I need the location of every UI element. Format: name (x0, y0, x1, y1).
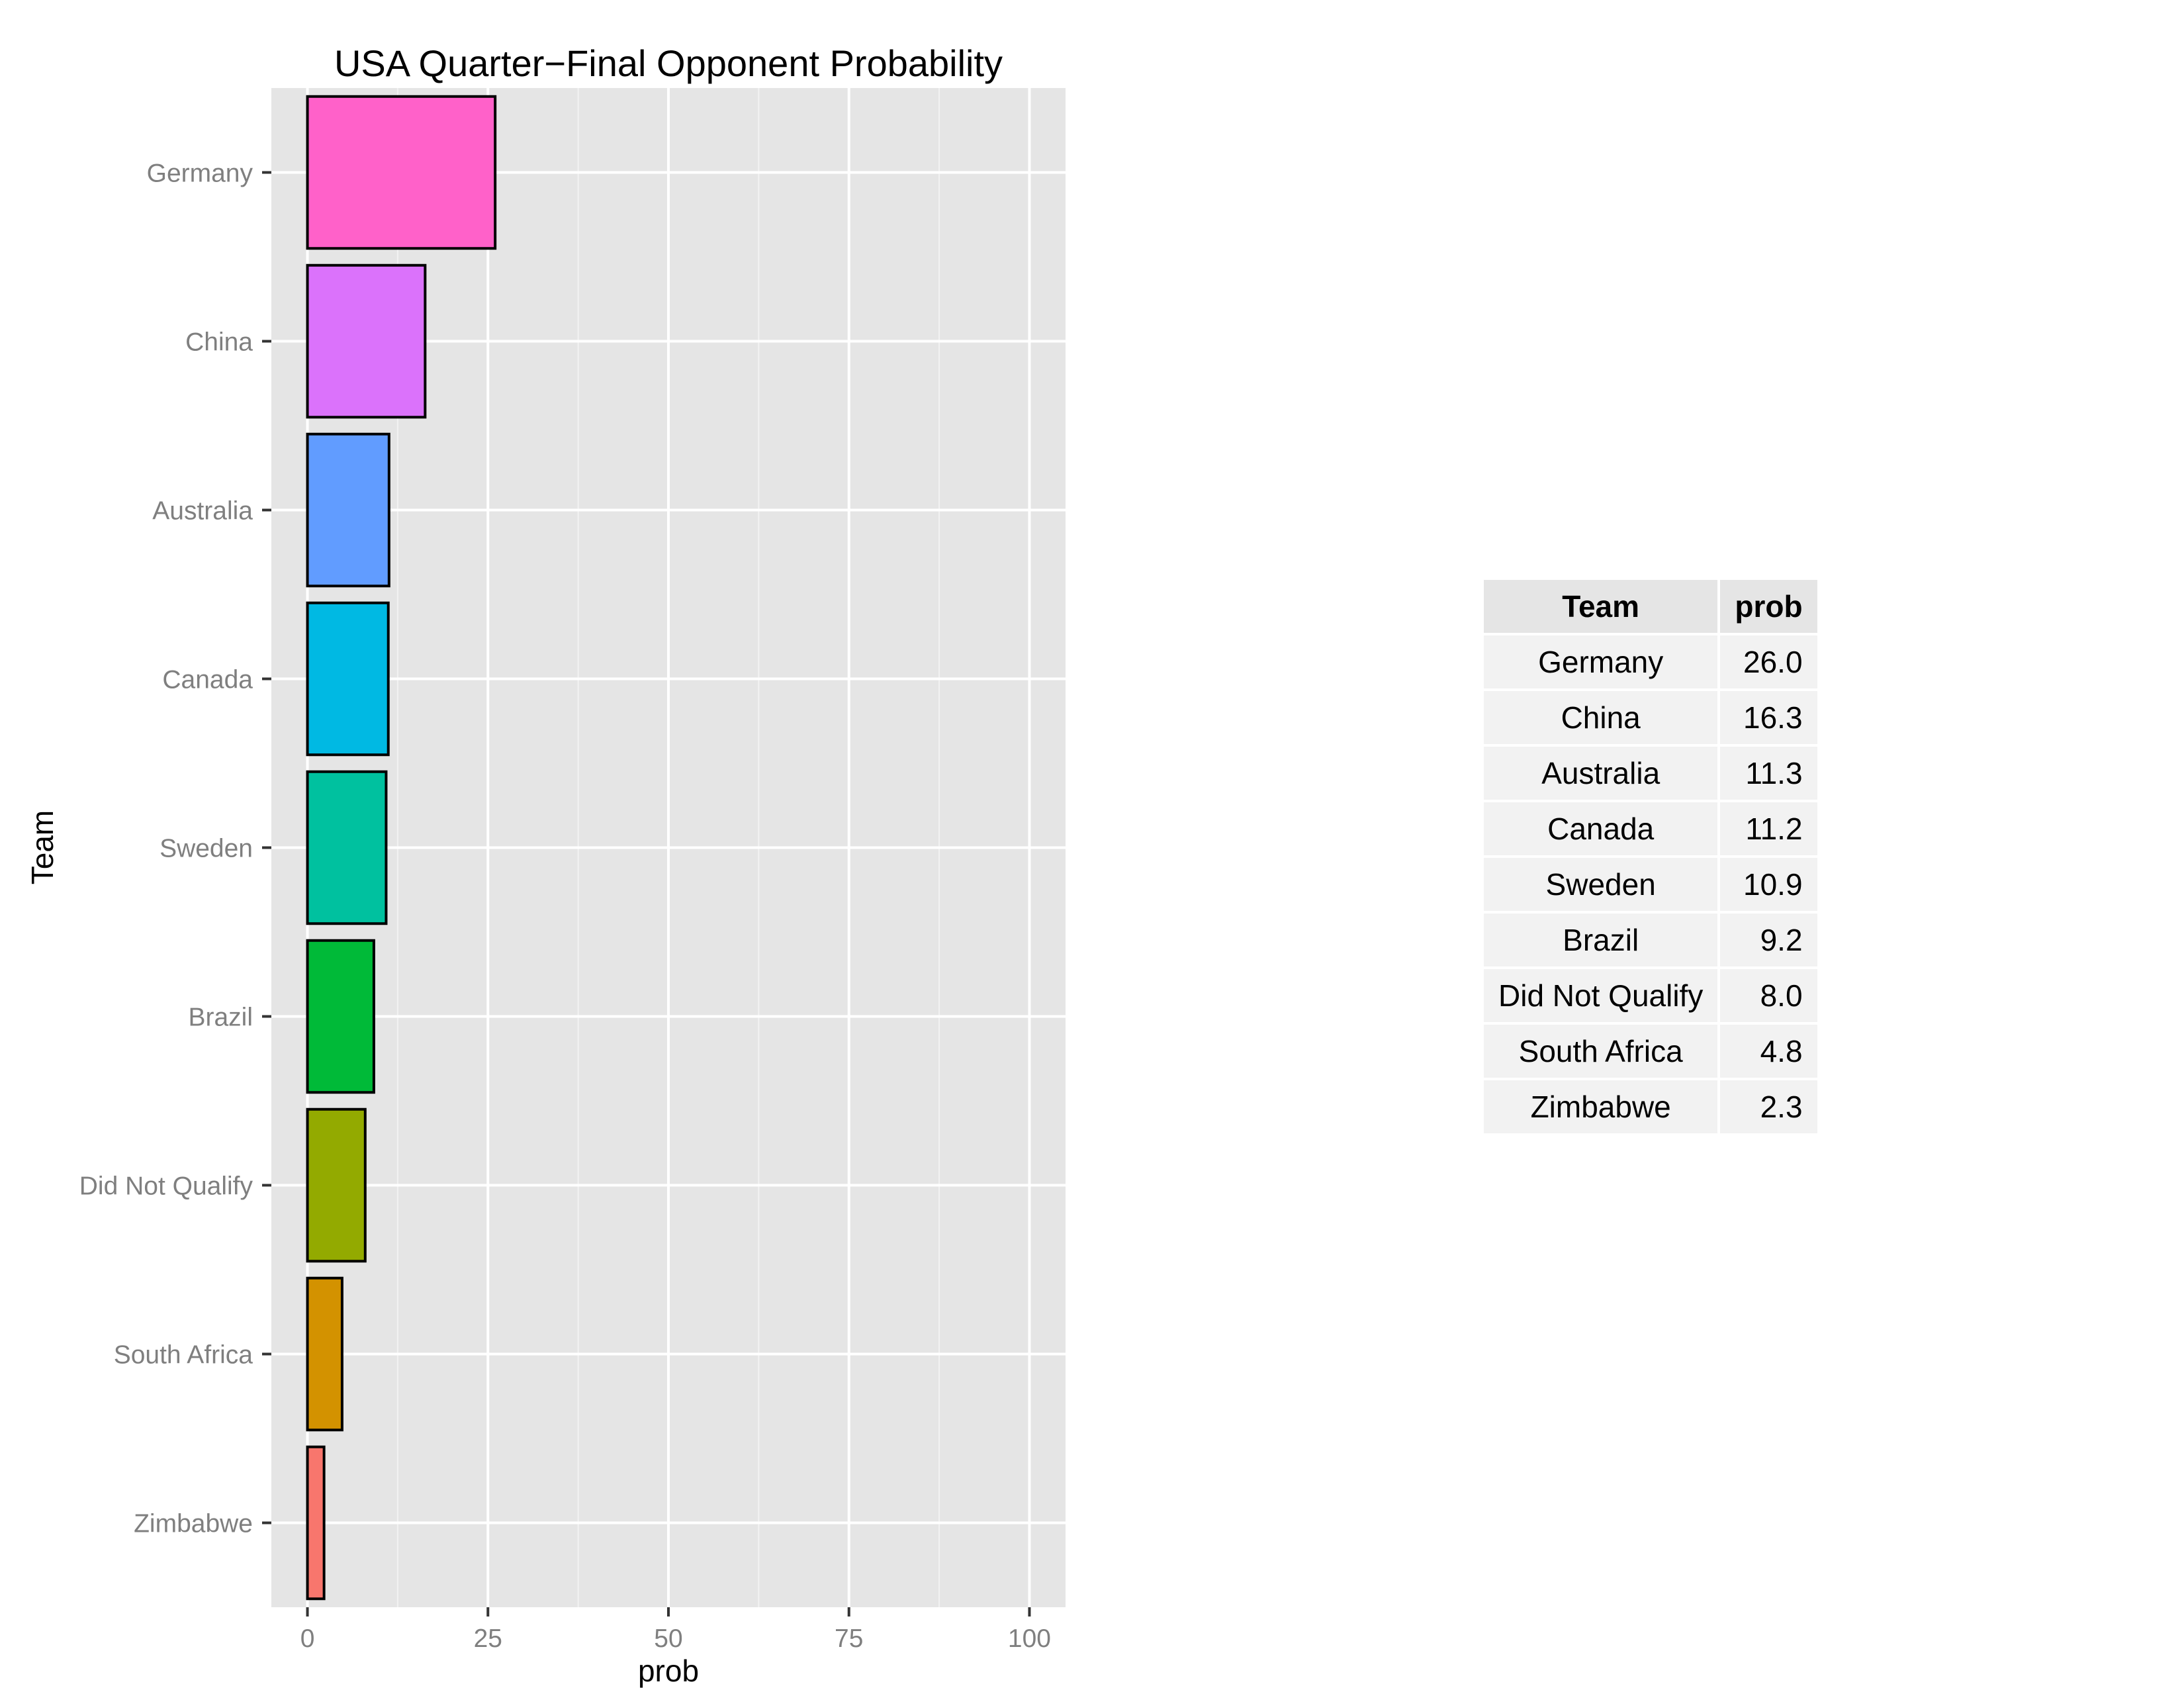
table-row: Did Not Qualify 8.0 (1484, 969, 1817, 1022)
probability-table-container: Team prob Germany 26.0 China 16.3 Australia 1… (1481, 577, 1820, 1136)
y-tick-label: Canada (162, 666, 253, 694)
bar-brazil (306, 939, 375, 1094)
chart-title: USA Quarter−Final Opponent Probability (334, 42, 1003, 84)
y-tick-label: China (185, 328, 253, 357)
x-axis-label: prob (638, 1654, 699, 1688)
table-row: Sweden 10.9 (1484, 858, 1817, 911)
y-tick-label: Sweden (159, 835, 253, 863)
table-row: Germany 26.0 (1484, 635, 1817, 688)
bar-sweden (306, 770, 388, 925)
probability-table: Team prob Germany 26.0 China 16.3 Australia 1… (1481, 577, 1820, 1136)
table-row: Brazil 9.2 (1484, 914, 1817, 966)
table-cell-prob: 4.8 (1720, 1025, 1817, 1078)
table-cell-prob: 10.9 (1720, 858, 1817, 911)
table-row: South Africa 4.8 (1484, 1025, 1817, 1078)
bar-canada (306, 601, 390, 757)
y-tick-label: South Africa (114, 1341, 253, 1370)
x-tick-label: 50 (654, 1624, 682, 1653)
bar-zimbabwe (306, 1445, 326, 1601)
x-tick-label: 100 (1008, 1624, 1051, 1653)
table-row: Australia 11.3 (1484, 747, 1817, 800)
table-cell-team: Australia (1484, 747, 1718, 800)
table-row: Canada 11.2 (1484, 802, 1817, 855)
table-cell-team: China (1484, 691, 1718, 744)
team-column-header: Team (1484, 580, 1718, 633)
table-cell-team: South Africa (1484, 1025, 1718, 1078)
table-cell-prob: 9.2 (1720, 914, 1817, 966)
bar-germany (306, 95, 497, 250)
y-tick-label: Zimbabwe (134, 1510, 253, 1538)
table-cell-team: Brazil (1484, 914, 1718, 966)
table-cell-team: Germany (1484, 635, 1718, 688)
y-tick-label: Brazil (188, 1004, 253, 1032)
table-header-row: Team prob (1484, 580, 1817, 633)
x-axis: 0 25 50 75 100 (300, 1607, 1051, 1653)
y-tick-label: Germany (147, 160, 253, 188)
grid-major (271, 88, 1066, 1607)
table-row: Zimbabwe 2.3 (1484, 1080, 1817, 1133)
y-axis-label: Team (25, 810, 60, 884)
table-cell-prob: 8.0 (1720, 969, 1817, 1022)
x-tick-label: 25 (474, 1624, 502, 1653)
table-cell-team: Did Not Qualify (1484, 969, 1718, 1022)
table-cell-team: Zimbabwe (1484, 1080, 1718, 1133)
bars (306, 95, 497, 1601)
x-tick-label: 75 (835, 1624, 863, 1653)
y-axis: Germany China Australia Canada Sweden Brazil D… (79, 160, 271, 1538)
x-tick-label: 0 (300, 1624, 315, 1653)
table-cell-prob: 11.2 (1720, 802, 1817, 855)
bar-did-not-qualify (306, 1107, 367, 1263)
bar-australia (306, 432, 390, 588)
table-cell-prob: 2.3 (1720, 1080, 1817, 1133)
table-cell-team: Sweden (1484, 858, 1718, 911)
table-cell-prob: 16.3 (1720, 691, 1817, 744)
table-row: China 16.3 (1484, 691, 1817, 744)
bar-south-africa (306, 1276, 343, 1432)
bar-china (306, 263, 427, 419)
prob-column-header: prob (1720, 580, 1817, 633)
table-cell-prob: 11.3 (1720, 747, 1817, 800)
table-cell-team: Canada (1484, 802, 1718, 855)
table-cell-prob: 26.0 (1720, 635, 1817, 688)
y-tick-label: Australia (152, 497, 253, 526)
y-tick-label: Did Not Qualify (79, 1172, 253, 1201)
